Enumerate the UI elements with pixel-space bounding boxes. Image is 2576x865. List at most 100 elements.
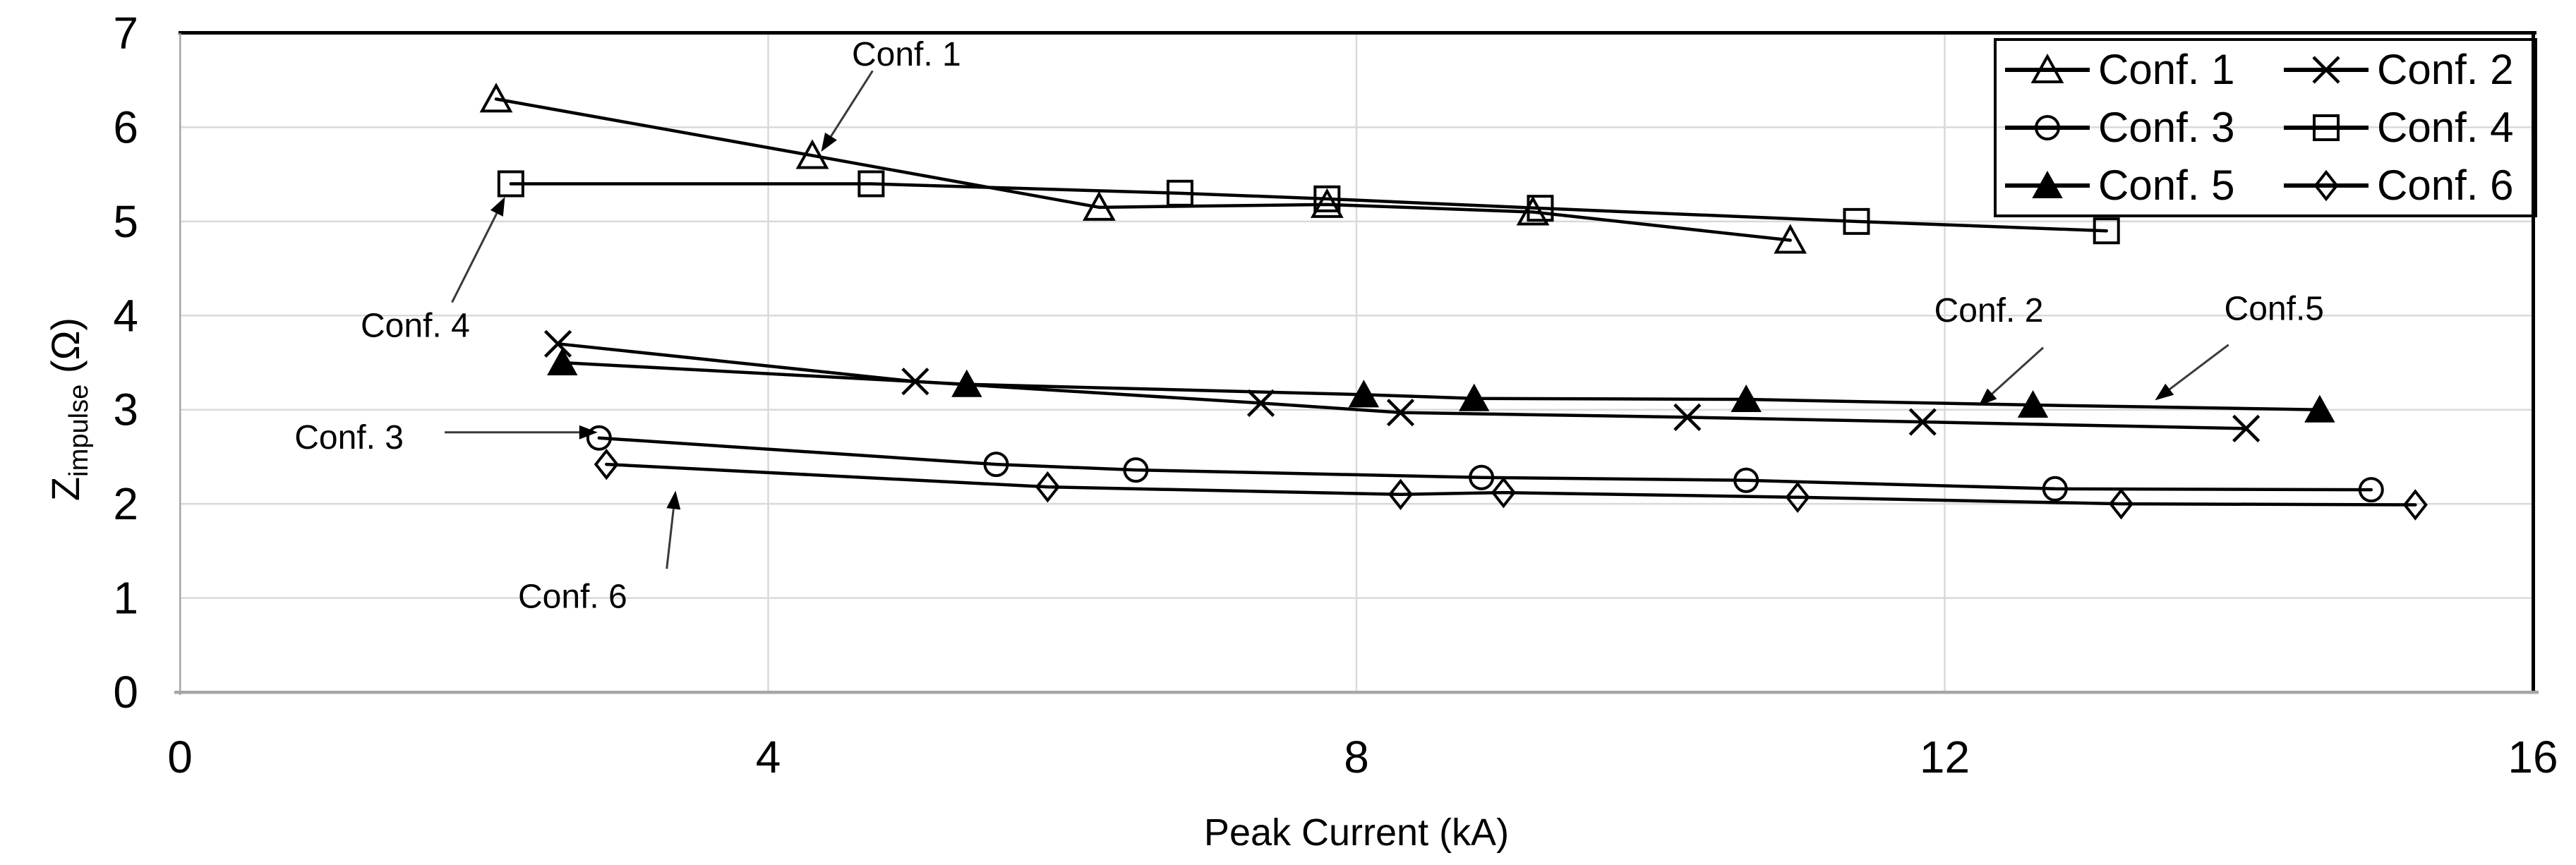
plot-border-right — [2532, 31, 2535, 694]
x-tick-label: 8 — [1344, 732, 1369, 782]
legend-item-label: Conf. 4 — [2377, 104, 2514, 151]
y-axis-title-unit: (Ω) — [42, 317, 88, 385]
annotation-arrowhead-icon — [1978, 388, 1997, 406]
legend-item-label: Conf. 6 — [2377, 162, 2514, 209]
x-tick-label: 12 — [1920, 732, 1970, 782]
legend-item-conf-1: Conf. 1 — [2004, 41, 2282, 99]
annotation-label: Conf. 4 — [361, 307, 470, 344]
legend-item-label: Conf. 1 — [2098, 46, 2235, 93]
marker-x-icon — [543, 329, 572, 358]
marker-triangle-filled-icon — [2304, 394, 2335, 423]
marker-triangle-open-icon — [1082, 190, 1116, 221]
marker-diamond-open-icon — [1491, 476, 1516, 509]
legend-item-conf-6: Conf. 6 — [2282, 157, 2534, 214]
legend-item-conf-3: Conf. 3 — [2004, 99, 2282, 157]
legend-item-conf-4: Conf. 4 — [2282, 99, 2534, 157]
legend-marker-circle-open-icon — [2005, 115, 2090, 140]
marker-triangle-filled-icon — [1731, 384, 1762, 413]
legend-marker-triangle-open-icon — [2005, 53, 2090, 83]
marker-triangle-open-icon — [479, 83, 513, 113]
marker-circle-open-icon — [1733, 467, 1759, 493]
y-tick-label: 4 — [113, 290, 138, 341]
legend-marker-triangle-filled-icon — [2005, 170, 2090, 198]
x-axis-title: Peak Current (kA) — [1203, 811, 1510, 854]
annotation-arrow-line — [451, 212, 498, 303]
x-axis-line — [174, 691, 2539, 694]
plot-border-top — [179, 31, 2536, 35]
y-tick-label: 3 — [113, 385, 138, 435]
marker-circle-open-icon — [2042, 476, 2068, 502]
annotation-arrow-line — [830, 70, 874, 137]
y-tick-label: 7 — [113, 8, 138, 59]
series-line-conf-3 — [597, 436, 2373, 492]
legend-item-label: Conf. 2 — [2377, 46, 2514, 93]
annotation-arrowhead-icon — [666, 490, 681, 510]
y-axis-title: Zimpulse (Ω) — [42, 317, 95, 501]
marker-square-open-icon — [1527, 195, 1554, 222]
marker-circle-open-icon — [2358, 477, 2384, 503]
marker-diamond-open-icon — [1035, 471, 1060, 503]
marker-diamond-open-icon — [1785, 481, 1810, 514]
annotation-arrowhead-icon — [2155, 383, 2174, 401]
annotation-arrowhead-icon — [821, 132, 837, 152]
legend-marker-diamond-open-icon — [2284, 169, 2369, 202]
marker-triangle-filled-icon — [2032, 170, 2063, 198]
marker-triangle-filled-icon — [547, 347, 578, 375]
y-tick-label: 5 — [113, 196, 138, 247]
y-axis-title-symbol: Z — [42, 476, 88, 502]
marker-x-icon — [2232, 414, 2261, 442]
marker-diamond-open-icon — [2109, 488, 2134, 520]
marker-x-icon — [2312, 56, 2340, 84]
y-tick-label: 6 — [113, 102, 138, 152]
legend-item-label: Conf. 5 — [2098, 162, 2235, 209]
legend-item-label: Conf. 3 — [2098, 104, 2235, 151]
marker-x-icon — [1386, 399, 1415, 427]
marker-diamond-open-icon — [2402, 489, 2428, 521]
marker-x-icon — [1246, 389, 1275, 417]
marker-square-open-icon — [1843, 207, 1870, 235]
marker-triangle-filled-icon — [2017, 389, 2049, 418]
marker-circle-open-icon — [983, 452, 1009, 478]
annotation-label: Conf. 2 — [1934, 292, 2044, 329]
annotation-label: Conf.5 — [2225, 290, 2324, 327]
y-axis-title-subscript: impulse — [64, 384, 95, 477]
annotation-label: Conf. 6 — [518, 579, 627, 616]
annotation-arrow-line — [2169, 344, 2229, 390]
marker-x-icon — [1908, 408, 1937, 436]
x-tick-label: 16 — [2508, 732, 2558, 782]
legend-marker-square-open-icon — [2284, 114, 2369, 141]
series-line-conf-1 — [494, 97, 1792, 242]
series-line-conf-4 — [509, 182, 2108, 233]
annotation-arrowhead-icon — [490, 197, 505, 217]
legend: Conf. 1 Conf. 2 Conf. 3 Conf. 4 Conf. 5 Conf.… — [1994, 38, 2537, 217]
marker-triangle-filled-icon — [951, 369, 982, 397]
marker-x-icon — [1673, 403, 1702, 431]
y-tick-label: 2 — [113, 478, 138, 529]
legend-item-conf-2: Conf. 2 — [2282, 41, 2534, 99]
y-axis-line — [179, 33, 181, 695]
marker-square-open-icon — [857, 170, 885, 198]
marker-square-open-icon — [2313, 114, 2340, 141]
marker-circle-open-icon — [2035, 115, 2060, 140]
marker-circle-open-icon — [1123, 457, 1149, 483]
marker-square-open-icon — [1313, 185, 1341, 212]
y-tick-label: 1 — [113, 573, 138, 624]
annotation-arrowhead-icon — [579, 425, 598, 440]
marker-square-open-icon — [1166, 179, 1193, 207]
marker-triangle-open-icon — [1516, 195, 1550, 226]
marker-circle-open-icon — [1469, 464, 1495, 490]
y-tick-label: 0 — [113, 667, 138, 718]
marker-triangle-open-icon — [2030, 53, 2064, 83]
marker-triangle-filled-icon — [1459, 383, 1490, 411]
marker-square-open-icon — [497, 170, 524, 198]
marker-triangle-open-icon — [1310, 188, 1344, 218]
series-line-conf-6 — [605, 462, 2417, 507]
annotation-arrow-line — [1991, 346, 2045, 395]
marker-triangle-open-icon — [795, 139, 829, 169]
marker-triangle-filled-icon — [1348, 380, 1380, 408]
marker-square-open-icon — [2093, 217, 2120, 245]
marker-triangle-open-icon — [1774, 224, 1807, 254]
